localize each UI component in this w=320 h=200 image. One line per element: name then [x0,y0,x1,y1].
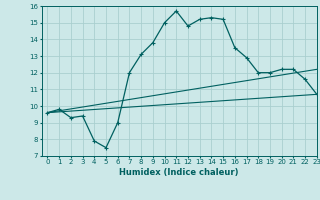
X-axis label: Humidex (Indice chaleur): Humidex (Indice chaleur) [119,168,239,177]
